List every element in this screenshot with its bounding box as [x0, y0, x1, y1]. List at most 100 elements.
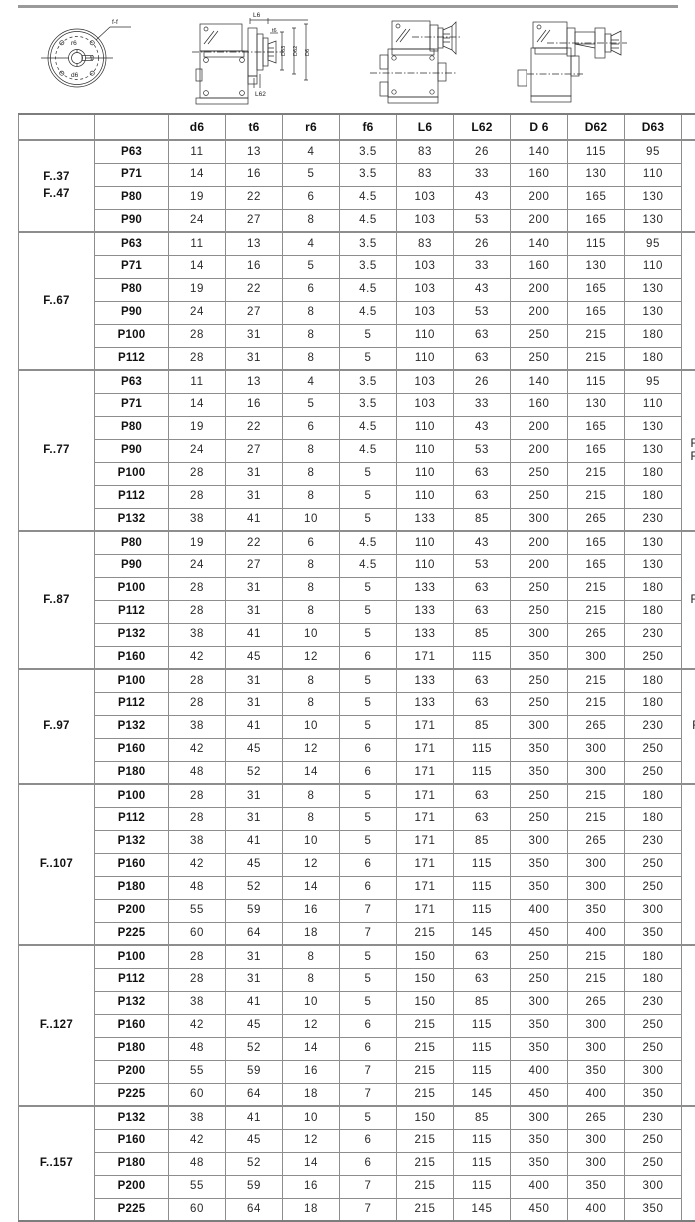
value-cell-d6: 24: [169, 439, 226, 462]
reducer-reference-cell: [682, 784, 695, 945]
value-cell-d6: 350: [511, 1014, 568, 1037]
value-cell-r6: 12: [283, 738, 340, 761]
value-cell-d6: 300: [511, 508, 568, 531]
value-cell-d6: 28: [169, 577, 226, 600]
value-cell-t6: 16: [226, 393, 283, 416]
value-cell-l62: 145: [454, 1083, 511, 1106]
drawing-side-view-dimensioned: L6 L62 t6 D63 D62 D6: [182, 8, 352, 110]
value-cell-d62: 215: [568, 945, 625, 968]
value-cell-r6: 6: [283, 278, 340, 301]
family-label-F77: F..77: [19, 370, 95, 531]
header-family-blank: [19, 114, 95, 140]
value-cell-d63: 130: [625, 439, 682, 462]
value-cell-d63: 130: [625, 278, 682, 301]
value-cell-r6: 8: [283, 669, 340, 692]
value-cell-l62: 63: [454, 347, 511, 370]
value-cell-d6: 200: [511, 531, 568, 554]
value-cell-f6: 5: [340, 508, 397, 531]
value-cell-l6: 171: [397, 738, 454, 761]
value-cell-d6: 160: [511, 255, 568, 278]
value-cell-d6: 55: [169, 1060, 226, 1083]
value-cell-d6: 42: [169, 853, 226, 876]
value-cell-t6: 22: [226, 531, 283, 554]
header-l6: L6: [397, 114, 454, 140]
value-cell-d6: 28: [169, 324, 226, 347]
value-cell-d62: 165: [568, 278, 625, 301]
value-cell-d63: 180: [625, 945, 682, 968]
value-cell-l6: 110: [397, 485, 454, 508]
value-cell-t6: 52: [226, 876, 283, 899]
reducer-reference-line: F12 7/R 7: [684, 594, 695, 606]
value-cell-d62: 400: [568, 1083, 625, 1106]
value-cell-d63: 130: [625, 209, 682, 232]
table-header-row: d6 t6 r6 f6 L6 L62 D 6 D62 D63: [19, 114, 695, 140]
value-cell-r6: 14: [283, 1152, 340, 1175]
value-cell-f6: 4.5: [340, 554, 397, 577]
value-cell-d6: 400: [511, 1175, 568, 1198]
value-cell-d6: 19: [169, 531, 226, 554]
value-cell-r6: 16: [283, 1060, 340, 1083]
value-cell-d63: 230: [625, 830, 682, 853]
value-cell-d63: 130: [625, 554, 682, 577]
value-cell-f6: 5: [340, 968, 397, 991]
value-cell-d6: 28: [169, 485, 226, 508]
value-cell-f6: 7: [340, 1198, 397, 1221]
value-cell-l62: 43: [454, 531, 511, 554]
value-cell-t6: 31: [226, 945, 283, 968]
value-cell-f6: 6: [340, 646, 397, 669]
value-cell-t6: 31: [226, 669, 283, 692]
value-cell-r6: 8: [283, 485, 340, 508]
motor-size-cell: P112: [95, 600, 169, 623]
reducer-reference-line: F4 7/R3: [684, 174, 695, 186]
motor-size-cell: P200: [95, 899, 169, 922]
reducer-reference-line: F9 7/R6: [684, 301, 695, 313]
label-D6: D6: [305, 49, 311, 56]
value-cell-d62: 350: [568, 1060, 625, 1083]
value-cell-t6: 59: [226, 1175, 283, 1198]
value-cell-d6: 55: [169, 899, 226, 922]
motor-size-cell: P100: [95, 784, 169, 807]
value-cell-d6: 28: [169, 968, 226, 991]
motor-size-cell: P63: [95, 370, 169, 393]
value-cell-d62: 165: [568, 439, 625, 462]
value-cell-d6: 11: [169, 140, 226, 163]
value-cell-f6: 3.5: [340, 163, 397, 186]
value-cell-l6: 171: [397, 646, 454, 669]
value-cell-r6: 10: [283, 1106, 340, 1129]
value-cell-t6: 41: [226, 1106, 283, 1129]
value-cell-l62: 53: [454, 439, 511, 462]
value-cell-l6: 83: [397, 163, 454, 186]
value-cell-d6: 250: [511, 324, 568, 347]
value-cell-d6: 28: [169, 945, 226, 968]
value-cell-f6: 7: [340, 1083, 397, 1106]
value-cell-d62: 130: [568, 393, 625, 416]
value-cell-r6: 14: [283, 876, 340, 899]
value-cell-d62: 215: [568, 577, 625, 600]
family-label-F67: F..67: [19, 232, 95, 370]
drawing-gearbox-view-4: [527, 8, 695, 110]
value-cell-d62: 215: [568, 669, 625, 692]
value-cell-l6: 110: [397, 416, 454, 439]
value-cell-d6: 48: [169, 761, 226, 784]
value-cell-l62: 63: [454, 324, 511, 347]
value-cell-r6: 10: [283, 715, 340, 738]
value-cell-t6: 22: [226, 416, 283, 439]
value-cell-f6: 5: [340, 347, 397, 370]
value-cell-l62: 53: [454, 301, 511, 324]
value-cell-r6: 5: [283, 393, 340, 416]
motor-size-cell: P100: [95, 577, 169, 600]
value-cell-f6: 6: [340, 761, 397, 784]
value-cell-r6: 12: [283, 646, 340, 669]
family-label-F107: F..107: [19, 784, 95, 945]
value-cell-d6: 350: [511, 876, 568, 899]
value-cell-d62: 215: [568, 485, 625, 508]
value-cell-l6: 133: [397, 623, 454, 646]
value-cell-r6: 6: [283, 416, 340, 439]
